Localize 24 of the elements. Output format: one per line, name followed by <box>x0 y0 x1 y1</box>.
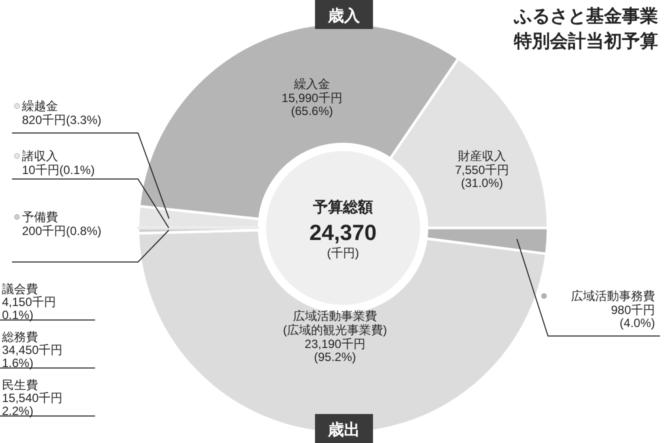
text: 予算総額 <box>312 199 373 216</box>
data-label: 980千円 (4.0%) <box>610 303 656 330</box>
data-label: 7,550千円 (31.0%) <box>454 163 510 190</box>
legend-label: 広域活動事務費 <box>571 289 655 303</box>
slice-label: 広域活動事業費 (広域的観光事業費) <box>283 309 387 337</box>
data-label: 820千円(3.3%) <box>22 113 102 127</box>
text: 議会費 4,150千円 0.1%) <box>2 282 56 322</box>
text: 総務費 34,450千円 1.6%) <box>1 330 63 370</box>
slice-label: 財産収入 <box>458 149 506 163</box>
legend-label: 諸収入 <box>22 149 58 163</box>
text: 歳出 <box>327 421 360 439</box>
data-label: 15,990千円 (65.6%) <box>282 91 342 118</box>
text: 24,370 <box>309 220 377 245</box>
legend-label: 予備費 <box>22 210 58 224</box>
chart-subtitle: 特別会計当初予算 <box>513 31 658 51</box>
slice-label: 繰入金 <box>293 77 330 91</box>
text: (千円) <box>327 246 359 260</box>
text: 歳入 <box>327 7 361 25</box>
legend-label: 繰越金 <box>21 99 58 113</box>
data-label: 200千円(0.8%) <box>22 224 102 238</box>
text: 民生費 15,540千円 2.2%) <box>2 378 63 418</box>
data-label: 10千円(0.1%) <box>22 163 95 177</box>
data-label: 23,190千円 (95.2%) <box>304 337 366 364</box>
chart-title: ふるさと基金事業 <box>513 6 658 26</box>
